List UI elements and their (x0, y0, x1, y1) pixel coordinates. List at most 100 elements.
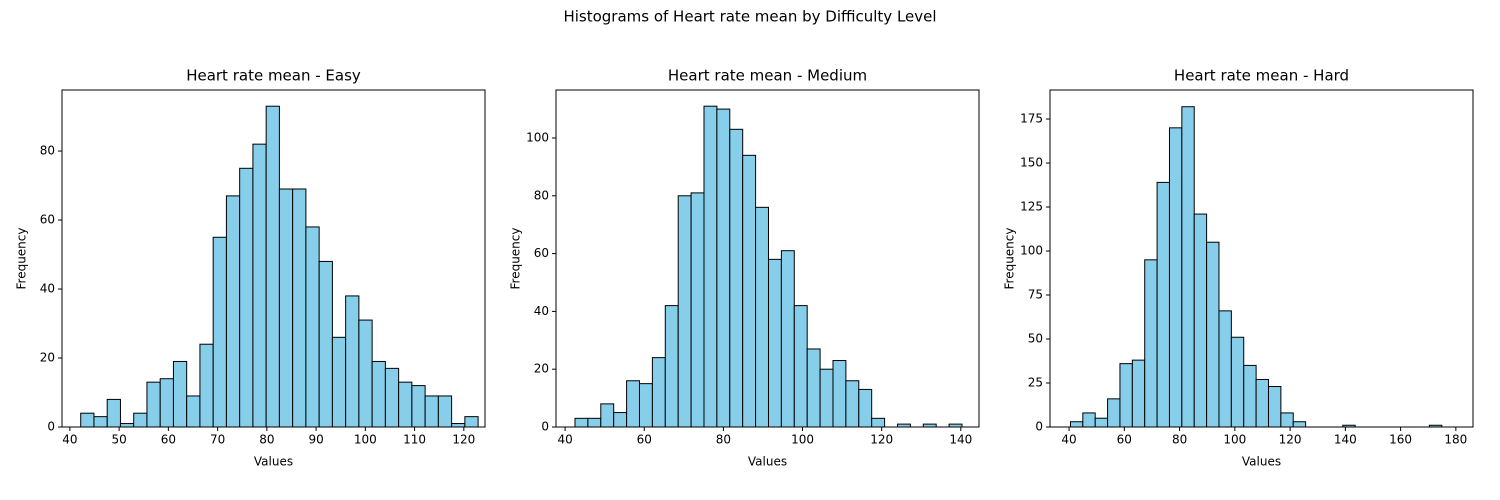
figure-title: Histograms of Heart rate mean by Difficu… (563, 8, 936, 26)
bar (1156, 181, 1170, 428)
axes-frame (61, 89, 486, 428)
bar (451, 423, 466, 428)
x-tick-label: 140 (1334, 433, 1357, 447)
x-tick-label: 120 (1279, 433, 1302, 447)
bar (1280, 412, 1294, 428)
bar (464, 416, 479, 428)
y-axis-label: Frequency (1003, 228, 1017, 290)
y-tick-label: 0 (47, 420, 55, 434)
y-tick-label: 100 (1020, 244, 1043, 258)
bar (331, 336, 347, 428)
bar (358, 319, 373, 428)
bar (305, 226, 320, 428)
bar (318, 260, 333, 428)
bar (1267, 386, 1282, 428)
bar (159, 378, 174, 428)
bar (239, 167, 254, 428)
x-tick-label: 160 (1389, 433, 1412, 447)
bar (398, 381, 413, 428)
x-tick-label: 80 (259, 433, 274, 447)
bar (1168, 127, 1183, 428)
bar (1094, 417, 1109, 428)
y-tick-label: 100 (526, 130, 549, 144)
bar (626, 380, 640, 428)
x-tick-label: 100 (791, 433, 814, 447)
bar (278, 188, 294, 428)
axes-frame (555, 89, 980, 428)
bar (871, 417, 886, 428)
bar (845, 380, 860, 428)
y-axis-label: Frequency (15, 228, 29, 290)
bar (80, 412, 95, 428)
x-tick-label: 110 (403, 433, 426, 447)
bar (424, 395, 439, 428)
bar (690, 192, 705, 428)
bar (1181, 106, 1195, 428)
x-tick-label: 40 (557, 433, 572, 447)
bar (212, 236, 227, 428)
x-axis-label: Values (1242, 455, 1281, 469)
bar (1107, 398, 1121, 428)
y-tick-label: 175 (1020, 112, 1043, 126)
bar (371, 360, 386, 428)
bar (172, 360, 188, 428)
y-tick-label: 150 (1020, 156, 1043, 170)
bar (716, 108, 731, 428)
axes-title: Heart rate mean - Easy (186, 67, 361, 85)
bar (793, 305, 808, 428)
bar (1243, 364, 1257, 428)
y-axis-label: Frequency (509, 228, 523, 290)
bar (437, 395, 453, 428)
bar (1218, 310, 1232, 428)
bar (806, 348, 821, 428)
y-tick-label: 125 (1020, 200, 1043, 214)
bar (1206, 241, 1220, 428)
bar (411, 385, 426, 428)
x-tick-label: 40 (1061, 433, 1076, 447)
y-tick-label: 0 (541, 420, 549, 434)
y-tick-label: 25 (1028, 376, 1043, 390)
bar (265, 105, 280, 428)
bar (742, 154, 757, 428)
bar (651, 357, 666, 428)
y-tick-label: 20 (40, 351, 55, 365)
x-tick-label: 60 (1117, 433, 1132, 447)
x-tick-label: 50 (111, 433, 126, 447)
bar (1131, 359, 1146, 428)
x-tick-label: 80 (1172, 433, 1187, 447)
bar (1069, 421, 1084, 428)
y-tick-label: 75 (1028, 288, 1043, 302)
bar (638, 383, 653, 428)
bar (186, 395, 201, 428)
x-tick-label: 120 (452, 433, 475, 447)
bar (1230, 336, 1245, 428)
x-tick-label: 80 (716, 433, 731, 447)
y-tick-label: 50 (1028, 332, 1043, 346)
bar (93, 416, 108, 428)
x-tick-label: 100 (1223, 433, 1246, 447)
bar (664, 305, 679, 428)
bar (677, 195, 692, 428)
bar (729, 128, 744, 428)
y-tick-label: 80 (534, 188, 549, 202)
axes-title: Heart rate mean - Medium (668, 67, 867, 85)
x-tick-label: 90 (308, 433, 323, 447)
bar (574, 417, 589, 428)
x-tick-label: 180 (1444, 433, 1467, 447)
bar (587, 417, 602, 428)
y-tick-label: 60 (534, 246, 549, 260)
bar (133, 412, 148, 428)
y-tick-label: 80 (40, 144, 55, 158)
y-tick-label: 20 (534, 362, 549, 376)
y-tick-label: 40 (534, 304, 549, 318)
bar (252, 143, 267, 428)
bar (1193, 213, 1208, 428)
bar (858, 388, 873, 428)
bar (1119, 363, 1133, 428)
x-tick-label: 100 (354, 433, 377, 447)
y-tick-label: 60 (40, 213, 55, 227)
bar (832, 360, 847, 428)
bar (199, 343, 214, 428)
x-tick-label: 140 (949, 433, 972, 447)
